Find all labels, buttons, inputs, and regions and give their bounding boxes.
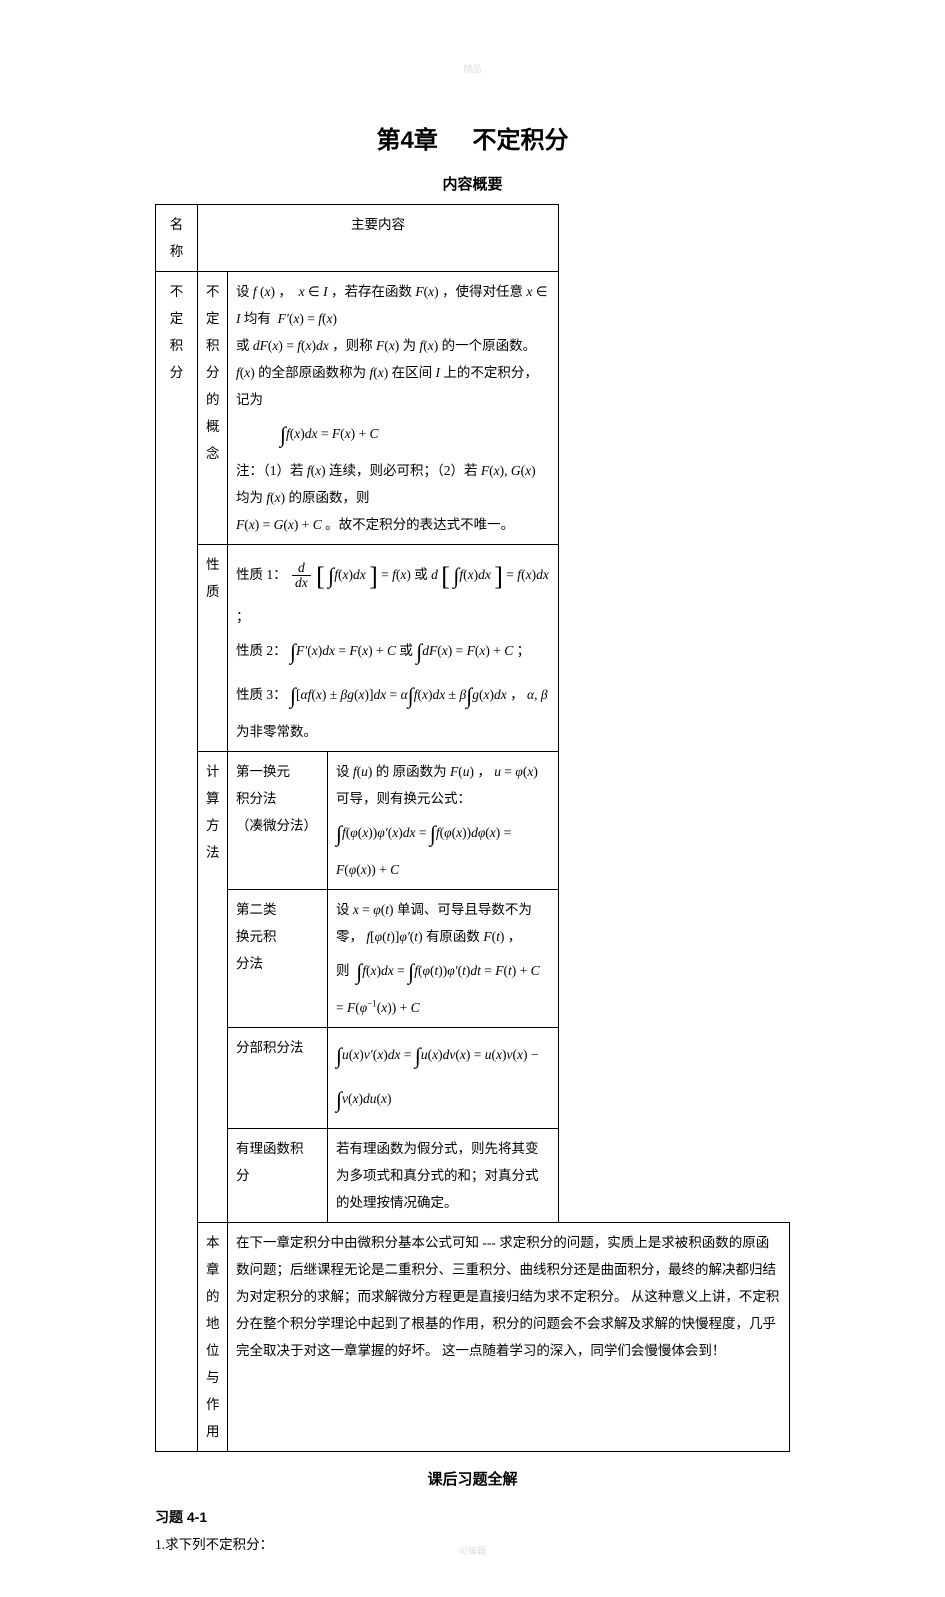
prop2-mid: 或 xyxy=(399,643,413,658)
method1-d: 可导，则有换元公式： xyxy=(336,791,471,806)
cell-property: 性质 1： ddx [ ∫f(x)dx ] = f(x) 或 d [ ∫f(x)… xyxy=(228,545,559,752)
prop2-end: ； xyxy=(517,643,531,658)
method2-name: 第二类换元积分法 xyxy=(228,890,328,1028)
method2-d: ， xyxy=(508,929,522,944)
col-label-concept: 不定积分的概念 xyxy=(198,272,228,545)
method1-name: 第一换元积分法（凑微分法） xyxy=(228,752,328,890)
concept-line3-a: 的全部原函数称为 xyxy=(258,365,366,380)
concept-line3-b: 在区间 xyxy=(392,365,433,380)
concept-note-b: 连续，则必可积；（2）若 xyxy=(329,463,478,478)
page: 精品 第4章 不定积分 内容概要 名称 主要内容 不定积分 不定积分的概念 设 … xyxy=(0,0,945,1597)
method2-c: 有原函数 xyxy=(426,929,480,944)
row-label-indefinite-integral: 不定积分 xyxy=(156,272,198,1452)
concept-line2-b: ，则称 xyxy=(332,338,373,353)
cell-method1: 设 f(u) 的 原函数为 F(u) ， u = φ(x) 可导，则有换元公式：… xyxy=(328,752,559,890)
concept-line2-c: 为 xyxy=(403,338,417,353)
method1-c: ， xyxy=(477,764,491,779)
method2-a: 设 xyxy=(336,902,350,917)
method4-name: 有理函数积分 xyxy=(228,1129,328,1223)
concept-note-e: 。故不定积分的表达式不唯一。 xyxy=(325,517,514,532)
concept-note-d: 的原函数，则 xyxy=(289,490,370,505)
method2-e: 则 xyxy=(336,963,350,978)
concept-line1-a: 设 xyxy=(236,284,250,299)
prop3-end: 为非零常数。 xyxy=(236,724,317,739)
prop1-mid: 或 xyxy=(414,567,428,582)
exercise-label: 习题 4-1 xyxy=(155,1507,790,1527)
th-name: 名称 xyxy=(156,205,198,272)
concept-line1-c: ，若存在函数 xyxy=(331,284,412,299)
concept-note-c: 均为 xyxy=(236,490,263,505)
summary-table: 名称 主要内容 不定积分 不定积分的概念 设 f (x) ， x ∈ I ，若存… xyxy=(155,204,790,1452)
concept-note-a: 注：（1）若 xyxy=(236,463,304,478)
watermark-top: 精品 xyxy=(0,62,945,75)
concept-line1-d: ，使得对任意 xyxy=(442,284,523,299)
section-exercise-title: 课后习题全解 xyxy=(155,1468,790,1489)
subtitle-summary: 内容概要 xyxy=(155,173,790,194)
th-content: 主要内容 xyxy=(198,205,559,272)
cell-role: 在下一章定积分中由微积分基本公式可知 --- 求定积分的问题，实质上是求被积函数… xyxy=(228,1223,790,1452)
prop2-label: 性质 2： xyxy=(236,643,287,658)
prop3-label: 性质 3： xyxy=(236,687,287,702)
chapter-title: 第4章 不定积分 xyxy=(155,120,790,155)
method1-a: 设 xyxy=(336,764,350,779)
concept-line1-b: ， xyxy=(278,284,292,299)
cell-concept: 设 f (x) ， x ∈ I ，若存在函数 F(x) ，使得对任意 x ∈ I… xyxy=(228,272,559,545)
prop1-end: ； xyxy=(236,609,250,624)
prop3-tail: ， xyxy=(510,687,524,702)
cell-method4: 若有理函数为假分式，则先将其变为多项式和真分式的和；对真分式的处理按情况确定。 xyxy=(328,1129,559,1223)
concept-line2-a: 或 xyxy=(236,338,250,353)
watermark-bottom: 可编辑 xyxy=(0,1544,945,1557)
col-label-property: 性质 xyxy=(198,545,228,752)
cell-method3: ∫u(x)v′(x)dx = ∫u(x)dv(x) = u(x)v(x) − ∫… xyxy=(328,1028,559,1129)
concept-line2-d: 的一个原函数。 xyxy=(442,338,537,353)
row-label-role: 本章的地位与作用 xyxy=(198,1223,228,1452)
prop1-label: 性质 1： xyxy=(236,567,287,582)
method3-name: 分部积分法 xyxy=(228,1028,328,1129)
method1-b: 的 原函数为 xyxy=(376,764,447,779)
col-label-method: 计算方法 xyxy=(198,752,228,1223)
cell-method2: 设 x = φ(t) 单调、可导且导数不为零， f[φ(t)]φ′(t) 有原函… xyxy=(328,890,559,1028)
concept-line1-e: 均有 xyxy=(244,311,271,326)
